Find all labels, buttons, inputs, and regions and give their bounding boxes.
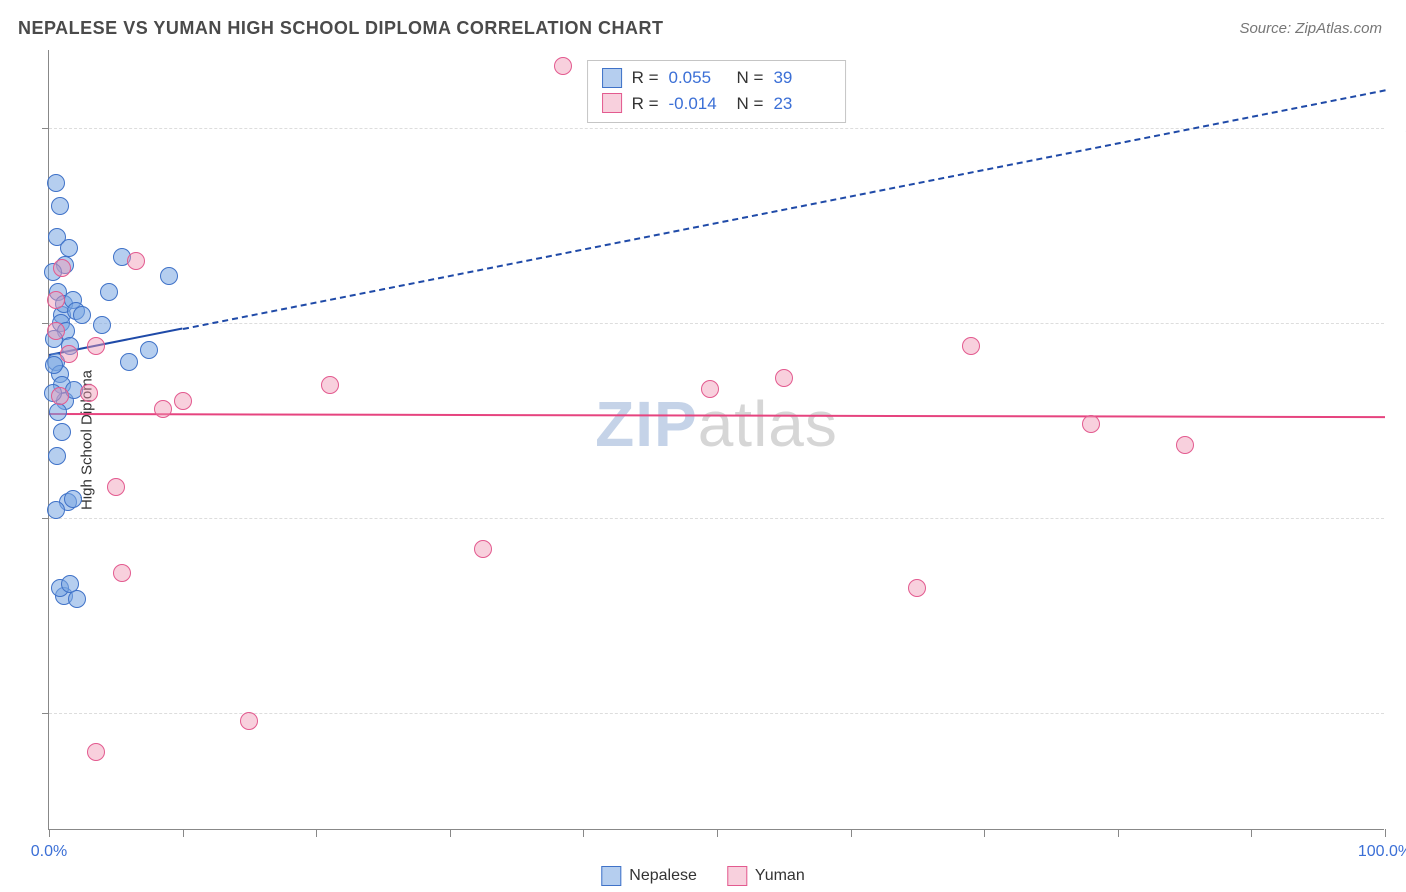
source-attribution: Source: ZipAtlas.com (1239, 20, 1382, 37)
data-point (51, 387, 69, 405)
regression-line-dashed (182, 89, 1385, 330)
legend-swatch-yuman (727, 866, 747, 886)
data-point (73, 306, 91, 324)
swatch-yuman (602, 93, 622, 113)
legend-label-nepalese: Nepalese (629, 867, 697, 885)
legend-bottom: Nepalese Yuman (601, 866, 804, 886)
data-point (775, 369, 793, 387)
data-point (127, 252, 145, 270)
data-point (47, 501, 65, 519)
data-point (60, 239, 78, 257)
data-point (962, 337, 980, 355)
regression-line (49, 413, 1385, 418)
data-point (140, 341, 158, 359)
data-point (321, 376, 339, 394)
data-point (47, 291, 65, 309)
data-point (1176, 436, 1194, 454)
data-point (49, 403, 67, 421)
data-point (100, 283, 118, 301)
data-point (240, 712, 258, 730)
n-value-yuman: 23 (773, 91, 831, 117)
data-point (474, 540, 492, 558)
data-point (1082, 415, 1100, 433)
data-point (53, 423, 71, 441)
x-tick-label: 0.0% (31, 843, 67, 861)
data-point (60, 345, 78, 363)
data-point (107, 478, 125, 496)
data-point (51, 197, 69, 215)
legend-item-nepalese: Nepalese (601, 866, 697, 886)
data-point (154, 400, 172, 418)
data-point (93, 316, 111, 334)
gridline-h (49, 323, 1384, 324)
n-value-nepalese: 39 (773, 65, 831, 91)
data-point (87, 337, 105, 355)
legend-label-yuman: Yuman (755, 867, 805, 885)
data-point (47, 174, 65, 192)
legend-swatch-nepalese (601, 866, 621, 886)
y-tick-label: 87.5% (1389, 314, 1406, 332)
data-point (53, 259, 71, 277)
r-value-nepalese: 0.055 (669, 65, 727, 91)
data-point (80, 384, 98, 402)
data-point (160, 267, 178, 285)
data-point (87, 743, 105, 761)
stats-row-nepalese: R = 0.055 N = 39 (602, 65, 832, 91)
stats-legend-box: R = 0.055 N = 39 R = -0.014 N = 23 (587, 60, 847, 123)
data-point (113, 564, 131, 582)
r-value-yuman: -0.014 (669, 91, 727, 117)
data-point (554, 57, 572, 75)
data-point (908, 579, 926, 597)
data-point (47, 322, 65, 340)
data-point (701, 380, 719, 398)
y-tick-label: 75.0% (1389, 509, 1406, 527)
chart-title: NEPALESE VS YUMAN HIGH SCHOOL DIPLOMA CO… (18, 18, 664, 39)
y-tick-label: 100.0% (1389, 119, 1406, 137)
watermark: ZIPatlas (595, 387, 838, 461)
data-point (120, 353, 138, 371)
x-tick-label: 100.0% (1358, 843, 1406, 861)
stats-row-yuman: R = -0.014 N = 23 (602, 91, 832, 117)
data-point (64, 490, 82, 508)
data-point (68, 590, 86, 608)
legend-item-yuman: Yuman (727, 866, 805, 886)
data-point (174, 392, 192, 410)
gridline-h (49, 518, 1384, 519)
data-point (48, 447, 66, 465)
y-tick-label: 62.5% (1389, 704, 1406, 722)
swatch-nepalese (602, 68, 622, 88)
plot-area: High School Diploma ZIPatlas R = 0.055 N… (48, 50, 1384, 830)
